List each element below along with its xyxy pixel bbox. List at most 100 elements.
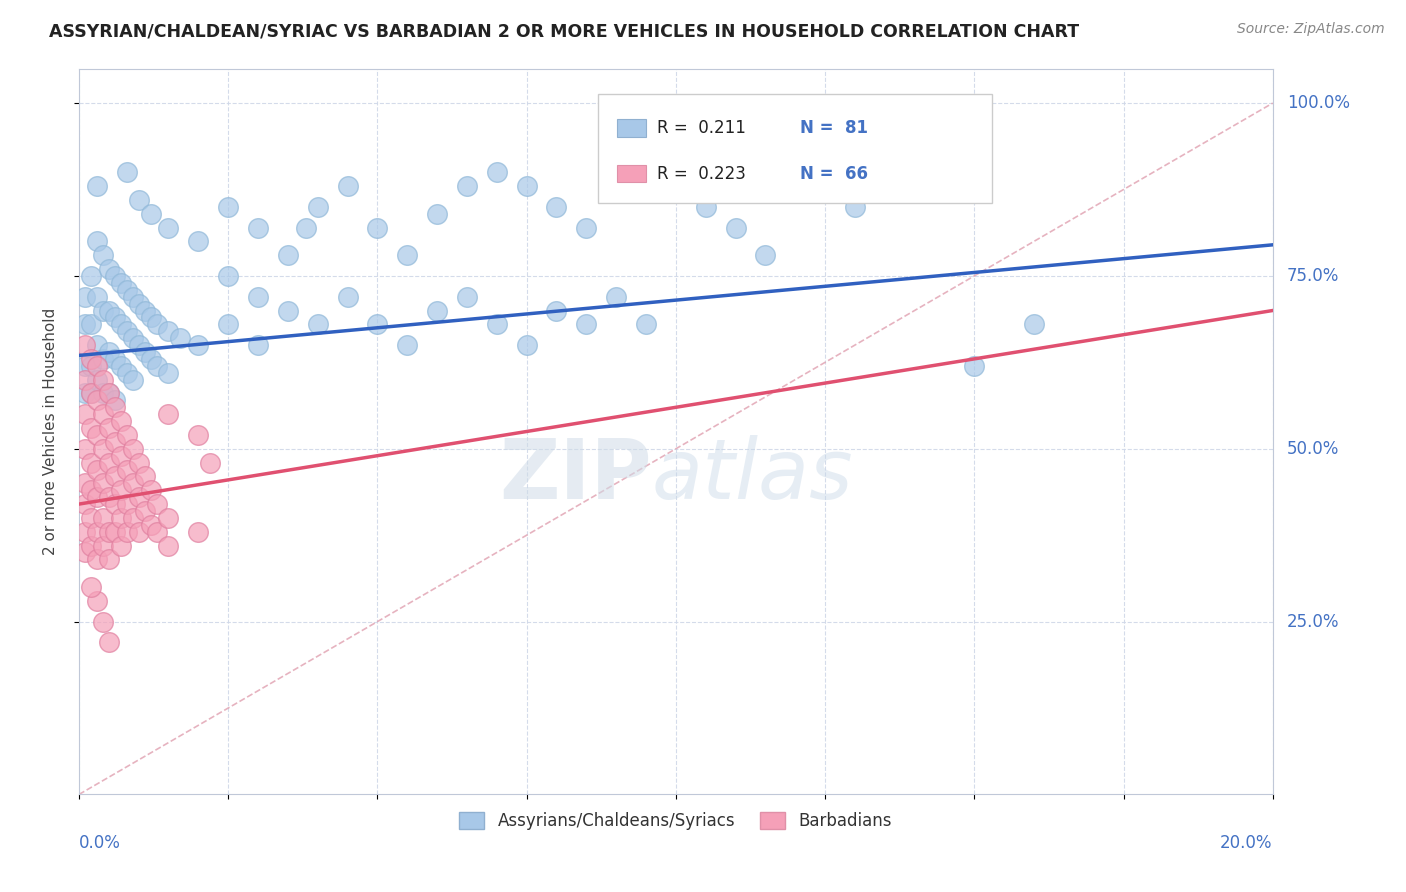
Point <box>91 615 114 629</box>
Point <box>86 428 108 442</box>
Text: R =  0.223: R = 0.223 <box>657 165 745 183</box>
Point <box>187 235 209 249</box>
Point <box>217 318 239 332</box>
Point <box>97 386 120 401</box>
Point <box>80 359 103 373</box>
Point <box>396 248 419 262</box>
Point <box>128 490 150 504</box>
Legend: Assyrians/Chaldeans/Syriacs, Barbadians: Assyrians/Chaldeans/Syriacs, Barbadians <box>453 805 898 837</box>
Point <box>97 303 120 318</box>
Point <box>97 552 120 566</box>
Point <box>73 476 96 491</box>
Point <box>426 303 449 318</box>
Point <box>115 497 138 511</box>
Point <box>97 635 120 649</box>
Point <box>73 290 96 304</box>
Text: N =  81: N = 81 <box>800 119 868 137</box>
Point <box>86 393 108 408</box>
Point <box>104 469 127 483</box>
Point <box>73 442 96 456</box>
Point <box>110 483 132 498</box>
Text: Source: ZipAtlas.com: Source: ZipAtlas.com <box>1237 22 1385 37</box>
Point <box>366 318 388 332</box>
Point <box>86 338 108 352</box>
Point <box>121 373 143 387</box>
Point <box>485 318 508 332</box>
Point <box>80 268 103 283</box>
Point <box>516 179 538 194</box>
Point <box>97 490 120 504</box>
Point <box>157 407 180 421</box>
Point <box>134 303 156 318</box>
Point <box>86 290 108 304</box>
Point <box>110 414 132 428</box>
Point <box>73 524 96 539</box>
Point <box>695 200 717 214</box>
Point <box>73 497 96 511</box>
Point <box>86 462 108 476</box>
Point <box>115 324 138 338</box>
Point <box>73 373 96 387</box>
Point <box>121 331 143 345</box>
Point <box>97 421 120 435</box>
Point <box>110 359 132 373</box>
Point <box>546 200 568 214</box>
Point <box>128 524 150 539</box>
Point <box>426 207 449 221</box>
Y-axis label: 2 or more Vehicles in Household: 2 or more Vehicles in Household <box>44 308 58 555</box>
Text: N =  66: N = 66 <box>800 165 868 183</box>
Point <box>157 220 180 235</box>
Point <box>217 268 239 283</box>
Point <box>110 449 132 463</box>
Point <box>104 351 127 366</box>
Point <box>157 324 180 338</box>
Point <box>277 248 299 262</box>
Point <box>121 290 143 304</box>
FancyBboxPatch shape <box>617 120 645 136</box>
Text: 0.0%: 0.0% <box>79 834 121 853</box>
Point <box>634 318 657 332</box>
Point <box>145 318 167 332</box>
Point <box>91 442 114 456</box>
Point <box>139 310 162 325</box>
Text: 100.0%: 100.0% <box>1286 94 1350 112</box>
Point <box>80 483 103 498</box>
Point <box>104 268 127 283</box>
Point <box>187 524 209 539</box>
FancyBboxPatch shape <box>598 94 993 202</box>
Point <box>110 511 132 525</box>
Point <box>145 524 167 539</box>
Point <box>80 456 103 470</box>
Point <box>86 179 108 194</box>
Point <box>277 303 299 318</box>
Point <box>336 179 359 194</box>
Point <box>91 303 114 318</box>
Text: atlas: atlas <box>652 434 853 516</box>
Point <box>73 359 96 373</box>
Point <box>134 469 156 483</box>
Point <box>110 318 132 332</box>
Text: 75.0%: 75.0% <box>1286 267 1340 285</box>
Point <box>73 545 96 559</box>
Point <box>97 386 120 401</box>
Point <box>80 386 103 401</box>
Point <box>80 580 103 594</box>
Point <box>115 283 138 297</box>
Point <box>97 262 120 277</box>
Point <box>456 179 478 194</box>
Point <box>86 235 108 249</box>
Point <box>80 318 103 332</box>
Point <box>294 220 316 235</box>
Point <box>91 511 114 525</box>
Point <box>665 179 688 194</box>
Point <box>575 220 598 235</box>
Point <box>121 442 143 456</box>
Point <box>1022 318 1045 332</box>
Point <box>73 407 96 421</box>
Point <box>86 373 108 387</box>
Point <box>80 539 103 553</box>
Point <box>485 165 508 179</box>
Point <box>139 483 162 498</box>
Point <box>91 407 114 421</box>
Point <box>104 524 127 539</box>
